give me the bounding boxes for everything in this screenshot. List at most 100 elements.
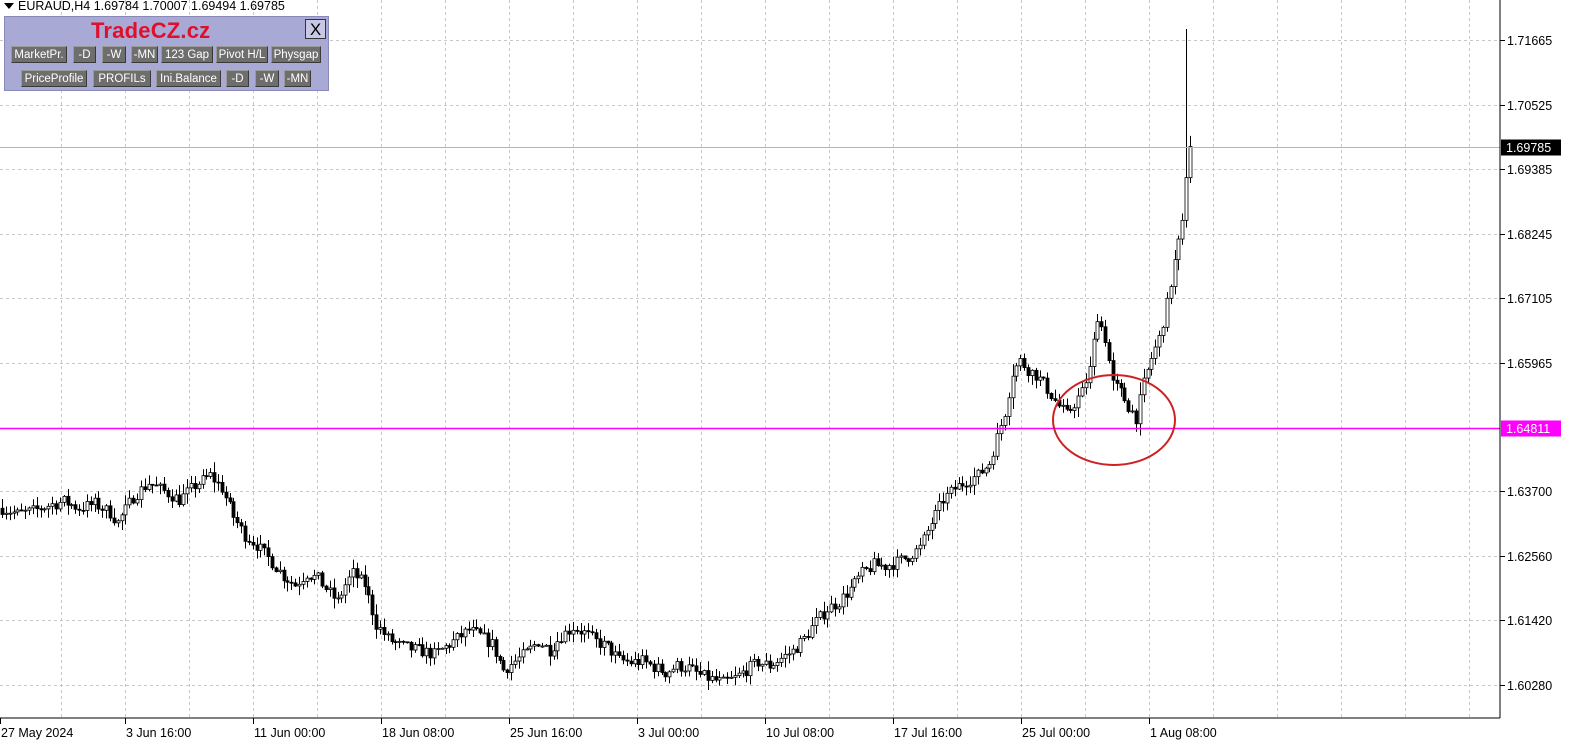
candle-body [208, 472, 213, 477]
candle-body [239, 522, 244, 527]
candle-body [455, 633, 460, 641]
candle-body [1146, 368, 1151, 379]
candle-body [282, 569, 287, 582]
ini-balance-button[interactable]: Ini.Balance [156, 70, 221, 87]
candle-body [1034, 369, 1039, 381]
candle-body [1180, 219, 1185, 240]
collapse-triangle-icon[interactable] [4, 2, 14, 9]
candle-body [131, 497, 136, 504]
row1-month-button[interactable]: -MN [131, 46, 158, 63]
candle-body [729, 676, 734, 679]
candle-body [316, 572, 321, 576]
candle-body [486, 632, 491, 648]
candle-body [525, 648, 530, 651]
panel-close-button[interactable]: X [305, 19, 326, 39]
chart-axes [0, 0, 1501, 719]
candle-body [305, 577, 310, 582]
candle-body [633, 659, 638, 665]
level-price-badge-bg [1501, 420, 1561, 437]
candle-body [617, 651, 622, 656]
candle-body [760, 663, 765, 667]
candle-body [602, 640, 607, 648]
candle-body [19, 509, 24, 512]
candle-body [204, 475, 209, 478]
candle-body [629, 660, 634, 665]
symbol-info-text: EURAUD,H4 1.69784 1.70007 1.69494 1.6978… [18, 0, 285, 13]
row2-month-button[interactable]: -MN [284, 70, 311, 87]
gap-123-button[interactable]: 123 Gap [161, 46, 213, 63]
candle-body [1026, 367, 1031, 376]
profils-button[interactable]: PROFILs [93, 70, 151, 87]
row2-day-button[interactable]: -D [226, 70, 249, 87]
candle-body [85, 501, 90, 511]
candle-body [112, 517, 117, 524]
candle-body [285, 580, 290, 583]
candle-body [930, 523, 935, 531]
symbol-info-line: EURAUD,H4 1.69784 1.70007 1.69494 1.6978… [4, 0, 285, 12]
candle-body [1088, 366, 1093, 384]
candle-body [528, 645, 533, 650]
candle-body [39, 508, 44, 511]
candle-body [802, 636, 807, 639]
candle-body [1142, 377, 1147, 396]
candle-body [96, 497, 101, 510]
candle-body [663, 672, 668, 678]
priceprofile-button[interactable]: PriceProfile [21, 70, 87, 87]
price-axis-ticks: 1.71665 1.70525 1.69385 1.68245 1.67105 1.659… [1500, 34, 1552, 693]
physgap-button[interactable]: Physgap [271, 46, 321, 63]
horizontal-level-layer[interactable] [0, 147, 1500, 430]
candle-body [613, 651, 618, 656]
candle-body [366, 586, 371, 596]
candle-body [702, 670, 707, 675]
current-price-badge-text: 1.69785 [1506, 141, 1551, 155]
candle-body [143, 486, 148, 490]
time-tick-label: 25 Jun 16:00 [510, 726, 582, 740]
candle-body [1157, 335, 1162, 348]
time-tick-label: 18 Jun 08:00 [382, 726, 454, 740]
candle-body [4, 512, 9, 515]
candle-body [903, 555, 908, 560]
candle-body [833, 603, 838, 610]
row1-day-button[interactable]: -D [73, 46, 96, 63]
candle-body [231, 501, 236, 518]
candle-body [417, 644, 422, 646]
candle-body [721, 676, 726, 679]
time-tick-label: 3 Jun 16:00 [126, 726, 191, 740]
candle-body [852, 578, 857, 588]
candle-body [683, 670, 688, 673]
candle-body [509, 664, 514, 673]
candle-body [690, 664, 695, 667]
candle-body [147, 483, 152, 490]
candle-body [1149, 358, 1154, 370]
candle-body [89, 501, 94, 506]
row2-week-button[interactable]: -W [255, 70, 279, 87]
candle-body [278, 569, 283, 573]
marketpr-button[interactable]: MarketPr. [11, 46, 67, 63]
annotation-ellipse[interactable] [1052, 374, 1176, 466]
candle-body [197, 483, 202, 490]
candle-body [424, 647, 429, 657]
row1-week-button[interactable]: -W [102, 46, 126, 63]
candle-body [46, 505, 51, 510]
price-tick-label: 1.71665 [1507, 34, 1552, 48]
candle-body [698, 670, 703, 675]
candle-body [744, 670, 749, 677]
candle-body [679, 661, 684, 672]
candle-body [393, 641, 398, 644]
pivot-hl-button[interactable]: Pivot H/L [216, 46, 268, 63]
candle-body [478, 628, 483, 634]
candle-body [984, 467, 989, 474]
candle-body [1173, 259, 1178, 287]
candle-body [432, 648, 437, 659]
candle-body [1065, 404, 1070, 410]
candle-body [1165, 297, 1170, 328]
price-tick-label: 1.63700 [1507, 485, 1552, 499]
candle-body [791, 648, 796, 655]
candle-body [54, 503, 59, 510]
candle-body [1011, 375, 1016, 399]
candle-body [1022, 358, 1027, 368]
candle-body [35, 505, 40, 510]
candle-body [1041, 376, 1046, 379]
time-axis-ticks: 27 May 2024 3 Jun 16:00 11 Jun 00:00 18 Jun… [0, 718, 1217, 740]
